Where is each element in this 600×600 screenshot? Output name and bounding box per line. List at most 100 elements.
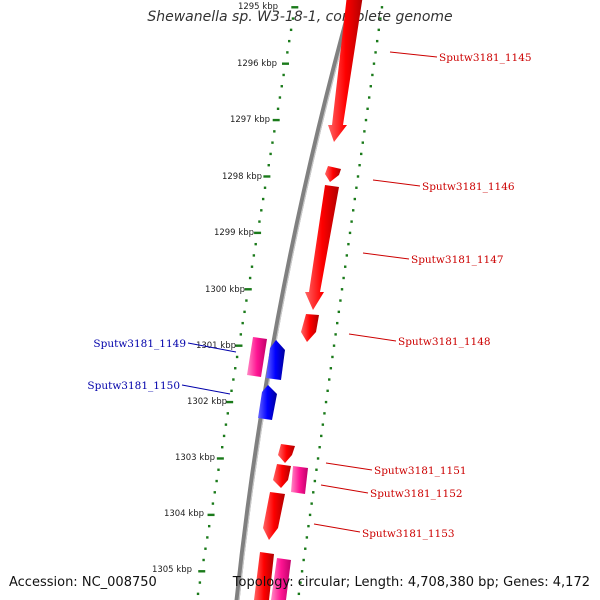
gene-sputw3181-1153-upper[interactable]	[273, 464, 291, 488]
gene-label-reverse[interactable]: Sputw3181_1150	[87, 380, 180, 392]
minor-tick	[254, 242, 257, 246]
gene-sputw3181-1146[interactable]	[325, 166, 341, 182]
minor-tick	[239, 333, 243, 336]
minor-tick	[260, 209, 263, 212]
genome-backbone	[234, 0, 355, 600]
minor-tick	[261, 197, 265, 201]
minor-tick	[329, 367, 333, 370]
minor-tick	[235, 355, 239, 359]
gene-sputw3181-1153[interactable]	[263, 492, 285, 540]
gene-sputw3181-1149[interactable]	[247, 337, 267, 377]
minor-tick	[340, 288, 344, 291]
tick-label: 1302 kbp	[187, 397, 227, 407]
gene-sputw3181-1152[interactable]	[291, 466, 308, 494]
major-tick	[291, 6, 299, 9]
minor-tick	[320, 434, 323, 438]
minor-tick	[211, 502, 215, 505]
gene-label-forward[interactable]: Sputw3181_1146	[422, 181, 515, 193]
leader-line	[362, 252, 410, 260]
gene-labels: Sputw3181_1145 Sputw3181_1146 Sputw3181_…	[87, 52, 531, 540]
gene-sputw3181-1147[interactable]	[305, 185, 339, 310]
minor-tick	[286, 51, 289, 54]
gene-label-forward[interactable]: Sputw3181_1148	[398, 336, 491, 348]
minor-tick	[224, 423, 228, 426]
gene-label-forward[interactable]: Sputw3181_1145	[439, 52, 532, 64]
minor-tick	[213, 491, 216, 494]
minor-tick	[280, 85, 283, 88]
leader-line	[348, 333, 397, 342]
minor-tick	[371, 73, 374, 77]
tick-label: 1297 kbp	[230, 115, 270, 125]
minor-tick	[234, 367, 237, 370]
tick-label: 1300 kbp	[205, 285, 245, 295]
minor-tick	[324, 400, 328, 404]
major-tick	[216, 457, 224, 460]
gene-sputw3181-1151[interactable]	[278, 444, 295, 463]
tick-labels: 1295 kbp 1296 kbp 1297 kbp 1298 kbp 1299…	[152, 2, 278, 575]
gene-arrow[interactable]	[278, 444, 295, 463]
minor-tick	[374, 51, 377, 54]
gene-arrow[interactable]	[247, 337, 267, 377]
minor-tick	[353, 197, 357, 201]
minor-tick	[312, 491, 315, 494]
genome-title: Shewanella sp. W3-18-1, complete genome	[147, 9, 453, 25]
gene-arrow[interactable]	[325, 166, 341, 182]
major-tick	[281, 62, 289, 65]
minor-tick	[245, 299, 248, 302]
minor-tick	[282, 73, 285, 77]
gene-label-forward[interactable]: Sputw3181_1152	[370, 488, 463, 500]
minor-tick	[321, 423, 325, 426]
minor-tick	[337, 310, 341, 314]
accession-value: NC_008750	[81, 575, 157, 590]
minor-tick	[375, 39, 379, 43]
minor-tick	[342, 276, 345, 280]
tick-label: 1305 kbp	[152, 565, 192, 575]
gene-arrow[interactable]	[291, 466, 308, 494]
minor-tick	[248, 276, 252, 280]
tick-label: 1299 kbp	[214, 228, 254, 238]
label-leaders	[181, 51, 438, 533]
gene-arrow[interactable]	[328, 0, 363, 142]
minor-tick	[326, 389, 329, 392]
minor-tick	[318, 446, 321, 449]
minor-tick	[226, 412, 229, 415]
tick-track-outer	[297, 6, 384, 596]
gene-label-reverse[interactable]: Sputw3181_1149	[93, 338, 186, 350]
minor-tick	[334, 333, 337, 336]
tick-label: 1298 kbp	[222, 172, 262, 182]
minor-tick	[336, 321, 339, 325]
gene-bottom-pink[interactable]	[271, 558, 291, 600]
tick-track-inner	[196, 6, 299, 596]
gene-sputw3181-1149-blue[interactable]	[266, 340, 285, 380]
minor-tick	[366, 107, 369, 110]
gene-label-forward[interactable]: Sputw3181_1147	[411, 254, 504, 266]
gene-arrow[interactable]	[263, 492, 285, 540]
gene-arrow[interactable]	[301, 314, 319, 342]
minor-tick	[297, 592, 301, 596]
minor-tick	[222, 434, 226, 438]
minor-tick	[305, 536, 309, 539]
gene-bottom-red[interactable]	[254, 552, 274, 600]
gene-arrow[interactable]	[254, 552, 274, 600]
minor-tick	[289, 28, 293, 32]
gene-label-forward[interactable]: Sputw3181_1151	[374, 465, 467, 477]
gene-sputw3181-1148[interactable]	[301, 314, 319, 342]
gene-sputw3181-1145[interactable]	[328, 0, 363, 142]
minor-tick	[344, 265, 347, 268]
minor-tick	[369, 85, 372, 88]
minor-tick	[323, 412, 326, 415]
gene-arrow[interactable]	[266, 340, 285, 380]
gene-arrow[interactable]	[305, 185, 339, 310]
gene-arrow[interactable]	[273, 464, 291, 488]
topology-value: circular	[297, 575, 346, 590]
gene-sputw3181-1150[interactable]	[258, 385, 277, 420]
genes-value: 4,172	[552, 575, 590, 590]
major-tick	[235, 344, 243, 347]
minor-tick	[364, 118, 368, 122]
gene-arrow[interactable]	[258, 385, 277, 420]
gene-label-forward[interactable]: Sputw3181_1153	[362, 528, 455, 540]
leader-line	[325, 462, 373, 471]
minor-tick	[332, 344, 336, 347]
minor-tick	[215, 479, 218, 483]
gene-arrow[interactable]	[271, 558, 291, 600]
